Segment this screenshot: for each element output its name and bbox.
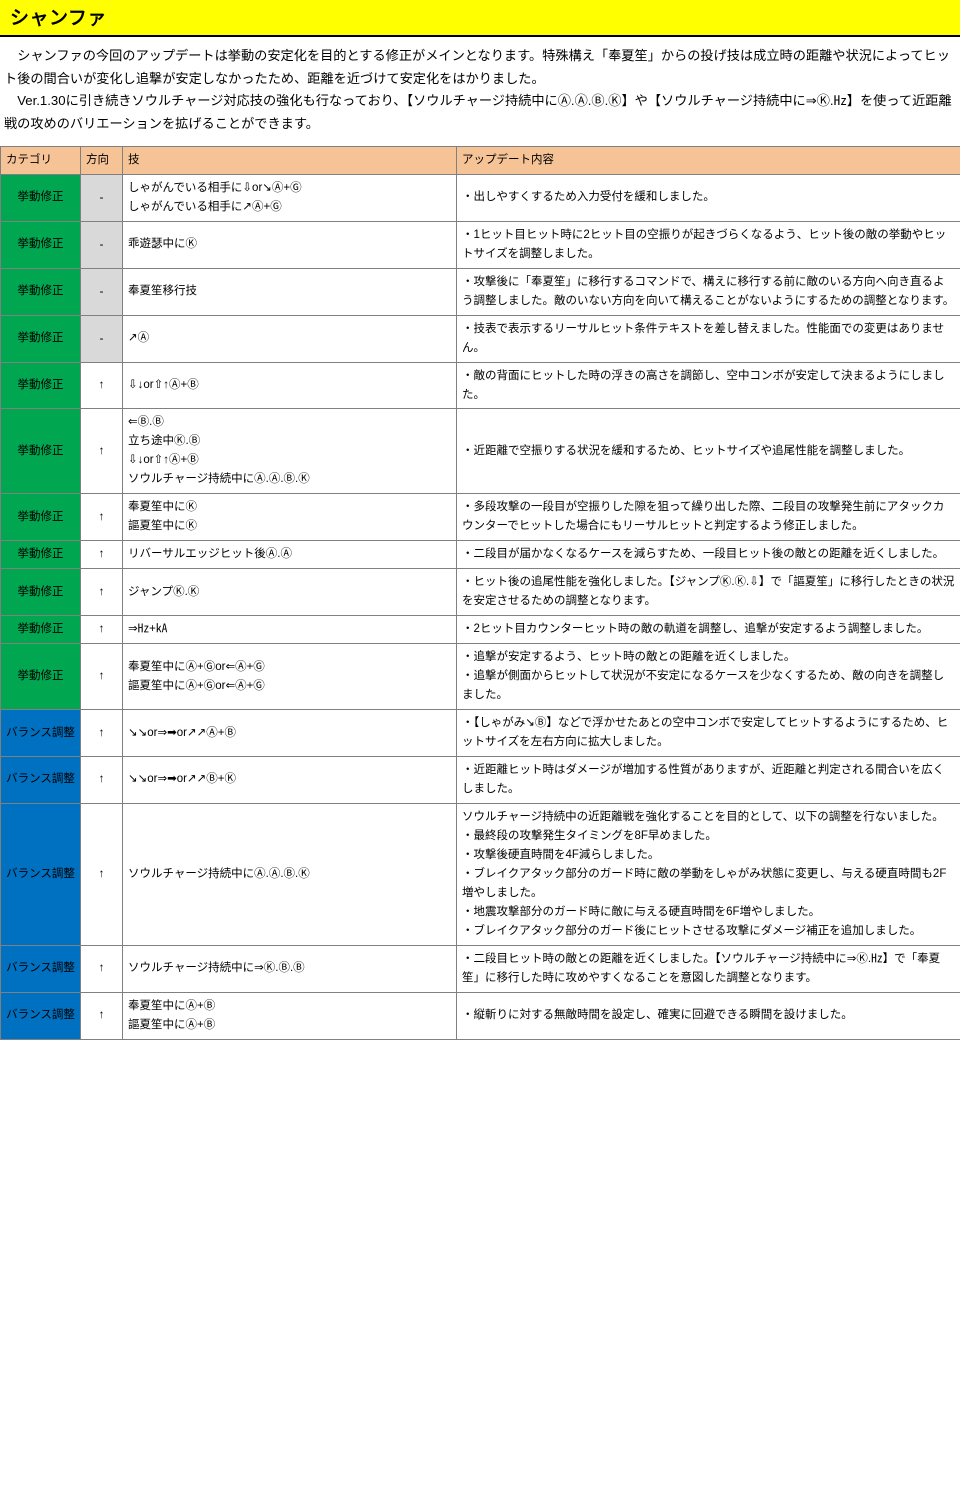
category-cell: バランス調整 (0, 991, 81, 1040)
arrow-up-icon: ↑ (80, 991, 123, 1040)
arrow-up-icon: ↑ (80, 493, 123, 542)
category-cell: 挙動修正 (0, 493, 81, 542)
category-cell: バランス調整 (0, 709, 81, 757)
update-description-cell: ・追撃が安定するよう、ヒット時の敵との距離を近くしました。 ・追撃が側面からヒッ… (456, 643, 960, 711)
table-row: 挙動修正 - 奉夏笙移行技 ・攻撃後に「奉夏笙」に移行するコマンドで、構えに移行する前… (0, 267, 960, 316)
direction-cell-none: - (80, 267, 123, 316)
update-description-cell: ソウルチャージ持続中の近距離戦を強化することを目的として、以下の調整を行ないまし… (456, 802, 960, 946)
intro-paragraph-1: シャンファの今回のアップデートは挙動の安定化を目的とする修正がメインとなります。… (4, 48, 950, 86)
update-description-cell: ・近距離ヒット時はダメージが増加する性質がありますが、近距離と判定される間合いを… (456, 756, 960, 804)
intro-paragraph-2: Ver.1.30に引き続きソウルチャージ対応技の強化も行なっており、【ソウルチャ… (4, 93, 952, 132)
update-description-cell: ・二段目ヒット時の敵との距離を近くしました。【ソウルチャージ持続中に⇒Ⓚ.㎐】で… (456, 944, 960, 993)
update-description-cell: ・近距離で空振りする状況を緩和するため、ヒットサイズや追尾性能を調整しました。 (456, 408, 960, 495)
table-body: 挙動修正 - しゃがんでいる相手に⇩or↘Ⓐ+Ⓖ しゃがんでいる相手に↗Ⓐ+Ⓖ ・出し… (0, 173, 960, 1040)
move-command-cell: ⇒㎐+㎄ (122, 615, 457, 645)
table-row: 挙動修正 - しゃがんでいる相手に⇩or↘Ⓐ+Ⓖ しゃがんでいる相手に↗Ⓐ+Ⓖ ・出し… (0, 173, 960, 222)
update-description-cell: ・1ヒット目ヒット時に2ヒット目の空振りが起きづらくなるよう、ヒット後の敵の挙動… (456, 220, 960, 269)
arrow-up-icon: ↑ (80, 408, 123, 495)
column-header-direction: 方向 (80, 145, 123, 175)
move-command-cell: 乖遊瑟中にⓀ (122, 220, 457, 269)
arrow-up-icon: ↑ (80, 944, 123, 993)
table-row: 挙動修正 ↑ 奉夏笙中にⓀ 謳夏笙中にⓀ ・多段攻撃の一段目が空振りした隙を狙って繰り… (0, 493, 960, 542)
update-description-cell: ・縦斬りに対する無敵時間を設定し、確実に回避できる瞬間を設けました。 (456, 991, 960, 1040)
table-row: 挙動修正 ↑ ジャンプⓀ.Ⓚ ・ヒット後の追尾性能を強化しました。【ジャンプⓀ.Ⓚ.⇩… (0, 568, 960, 617)
table-row: バランス調整 ↑ 奉夏笙中にⒶ+Ⓑ 謳夏笙中にⒶ+Ⓑ ・縦斬りに対する無敵時間を設定し… (0, 991, 960, 1040)
update-description-cell: ・攻撃後に「奉夏笙」に移行するコマンドで、構えに移行する前に敵のいる方向へ向き直… (456, 267, 960, 316)
move-command-cell: 奉夏笙中にⓀ 謳夏笙中にⓀ (122, 493, 457, 542)
table-row: バランス調整 ↑ ソウルチャージ持続中に⇒Ⓚ.Ⓑ.Ⓑ ・二段目ヒット時の敵との距離を近… (0, 944, 960, 993)
move-command-cell: しゃがんでいる相手に⇩or↘Ⓐ+Ⓖ しゃがんでいる相手に↗Ⓐ+Ⓖ (122, 173, 457, 222)
column-header-move: 技 (122, 145, 457, 175)
update-description-cell: ・敵の背面にヒットした時の浮きの高さを調節し、空中コンボが安定して決まるようにし… (456, 361, 960, 410)
direction-cell-none: - (80, 314, 123, 363)
arrow-up-icon: ↑ (80, 709, 123, 757)
update-table: カテゴリ 方向 技 アップデート内容 挙動修正 - しゃがんでいる相手に⇩or↘Ⓐ+… (0, 145, 960, 1040)
update-description-cell: ・2ヒット目カウンターヒット時の敵の軌道を調整し、追撃が安定するよう調整しました… (456, 615, 960, 645)
arrow-up-icon: ↑ (80, 756, 123, 804)
move-command-cell: リバーサルエッジヒット後Ⓐ.Ⓐ (122, 540, 457, 570)
update-description-cell: ・多段攻撃の一段目が空振りした隙を狙って繰り出した際、二段目の攻撃発生前にアタッ… (456, 493, 960, 542)
move-command-cell: 奉夏笙中にⒶ+Ⓑ 謳夏笙中にⒶ+Ⓑ (122, 991, 457, 1040)
table-row: 挙動修正 ↑ 奉夏笙中にⒶ+Ⓖor⇐Ⓐ+Ⓖ 謳夏笙中にⒶ+Ⓖor⇐Ⓐ+Ⓖ ・追撃が安定… (0, 643, 960, 711)
table-row: バランス調整 ↑ ↘↘or⇒➡or↗↗Ⓑ+Ⓚ ・近距離ヒット時はダメージが増加する性質… (0, 756, 960, 804)
category-cell: 挙動修正 (0, 568, 81, 617)
category-cell: 挙動修正 (0, 267, 81, 316)
table-row: 挙動修正 ↑ ⇒㎐+㎄ ・2ヒット目カウンターヒット時の敵の軌道を調整し、追撃が安定す… (0, 615, 960, 645)
move-command-cell: ⇩↓or⇧↑Ⓐ+Ⓑ (122, 361, 457, 410)
category-cell: 挙動修正 (0, 408, 81, 495)
move-command-cell: ジャンプⓀ.Ⓚ (122, 568, 457, 617)
move-command-cell: 奉夏笙中にⒶ+Ⓖor⇐Ⓐ+Ⓖ 謳夏笙中にⒶ+Ⓖor⇐Ⓐ+Ⓖ (122, 643, 457, 711)
update-description-cell: ・出しやすくするため入力受付を緩和しました。 (456, 173, 960, 222)
arrow-up-icon: ↑ (80, 643, 123, 711)
table-header-row: カテゴリ 方向 技 アップデート内容 (0, 145, 960, 175)
category-cell: バランス調整 (0, 756, 81, 804)
category-cell: バランス調整 (0, 944, 81, 993)
arrow-up-icon: ↑ (80, 802, 123, 946)
category-cell: バランス調整 (0, 802, 81, 946)
move-command-cell: 奉夏笙移行技 (122, 267, 457, 316)
column-header-category: カテゴリ (0, 145, 81, 175)
column-header-description: アップデート内容 (456, 145, 960, 175)
category-cell: 挙動修正 (0, 220, 81, 269)
move-command-cell: ↗Ⓐ (122, 314, 457, 363)
category-cell: 挙動修正 (0, 361, 81, 410)
category-cell: 挙動修正 (0, 540, 81, 570)
arrow-up-icon: ↑ (80, 615, 123, 645)
category-cell: 挙動修正 (0, 314, 81, 363)
table-row: 挙動修正 - 乖遊瑟中にⓀ ・1ヒット目ヒット時に2ヒット目の空振りが起きづらくなるよ… (0, 220, 960, 269)
category-cell: 挙動修正 (0, 173, 81, 222)
arrow-up-icon: ↑ (80, 361, 123, 410)
move-command-cell: ⇐Ⓑ.Ⓑ 立ち途中Ⓚ.Ⓑ ⇩↓or⇧↑Ⓐ+Ⓑ ソウルチャージ持続中にⒶ.Ⓐ.Ⓑ.… (122, 408, 457, 495)
arrow-up-icon: ↑ (80, 568, 123, 617)
table-row: 挙動修正 ↑ ⇐Ⓑ.Ⓑ 立ち途中Ⓚ.Ⓑ ⇩↓or⇧↑Ⓐ+Ⓑ ソウルチャージ持続中にⒶ… (0, 408, 960, 495)
update-description-cell: ・【しゃがみ↘Ⓑ】などで浮かせたあとの空中コンボで安定してヒットするようにするた… (456, 709, 960, 757)
direction-cell-none: - (80, 173, 123, 222)
table-row: 挙動修正 ↑ リバーサルエッジヒット後Ⓐ.Ⓐ ・二段目が届かなくなるケースを減らすため… (0, 540, 960, 570)
update-description-cell: ・ヒット後の追尾性能を強化しました。【ジャンプⓀ.Ⓚ.⇩】で「謳夏笙」に移行した… (456, 568, 960, 617)
move-command-cell: ↘↘or⇒➡or↗↗Ⓑ+Ⓚ (122, 756, 457, 804)
move-command-cell: ソウルチャージ持続中に⇒Ⓚ.Ⓑ.Ⓑ (122, 944, 457, 993)
table-header: カテゴリ 方向 技 アップデート内容 (0, 145, 960, 175)
update-description-cell: ・二段目が届かなくなるケースを減らすため、一段目ヒット後の敵との距離を近くしまし… (456, 540, 960, 570)
intro-section: シャンファの今回のアップデートは挙動の安定化を目的とする修正がメインとなります。… (0, 37, 960, 144)
table-row: 挙動修正 ↑ ⇩↓or⇧↑Ⓐ+Ⓑ ・敵の背面にヒットした時の浮きの高さを調節し、空中コ… (0, 361, 960, 410)
table-row: バランス調整 ↑ ↘↘or⇒➡or↗↗Ⓐ+Ⓑ ・【しゃがみ↘Ⓑ】などで浮かせたあとの空… (0, 709, 960, 757)
table-row: バランス調整 ↑ ソウルチャージ持続中にⒶ.Ⓐ.Ⓑ.Ⓚ ソウルチャージ持続中の近距離戦… (0, 802, 960, 946)
direction-cell-none: - (80, 220, 123, 269)
character-title-banner: シャンファ (0, 0, 960, 37)
move-command-cell: ソウルチャージ持続中にⒶ.Ⓐ.Ⓑ.Ⓚ (122, 802, 457, 946)
arrow-up-icon: ↑ (80, 540, 123, 570)
move-command-cell: ↘↘or⇒➡or↗↗Ⓐ+Ⓑ (122, 709, 457, 757)
category-cell: 挙動修正 (0, 615, 81, 645)
table-row: 挙動修正 - ↗Ⓐ ・技表で表示するリーサルヒット条件テキストを差し替えました。性能面… (0, 314, 960, 363)
category-cell: 挙動修正 (0, 643, 81, 711)
page-title: シャンファ (10, 8, 107, 29)
update-description-cell: ・技表で表示するリーサルヒット条件テキストを差し替えました。性能面での変更はあり… (456, 314, 960, 363)
